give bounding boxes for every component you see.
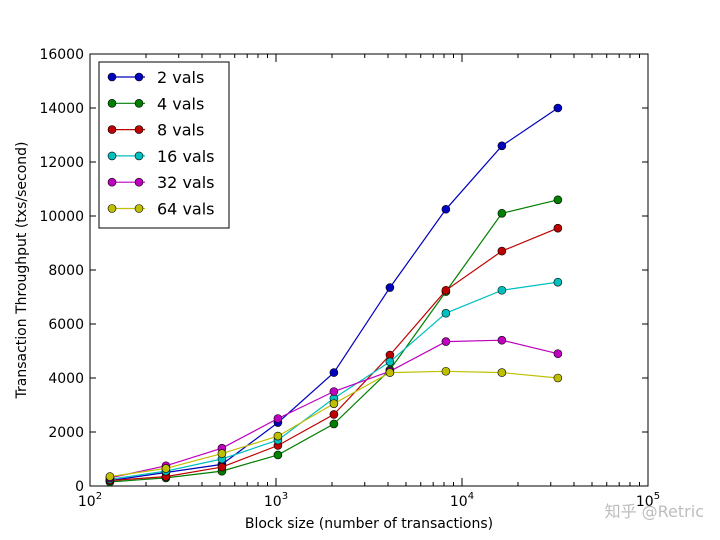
y-tick-label: 6000 <box>48 317 84 333</box>
legend-marker <box>134 151 144 161</box>
legend-label: 32 vals <box>157 173 215 192</box>
legend-marker <box>107 177 117 187</box>
x-tick-base: 10 <box>78 494 96 510</box>
data-point <box>385 357 395 367</box>
x-tick-base: 10 <box>636 494 654 510</box>
data-point <box>553 373 563 383</box>
data-point <box>329 419 339 429</box>
x-tick-exponent: 5 <box>654 491 660 502</box>
legend-label: 4 vals <box>157 94 204 113</box>
legend-item: 64 vals <box>107 200 215 219</box>
x-tick-label: 104 <box>450 491 474 510</box>
x-tick-exponent: 3 <box>282 491 288 502</box>
data-point <box>497 141 507 151</box>
x-tick-exponent: 2 <box>96 491 102 502</box>
data-point <box>441 308 451 318</box>
data-point <box>329 410 339 419</box>
x-tick-base: 10 <box>264 494 282 510</box>
data-point <box>553 349 563 359</box>
watermark-text: 知乎 @Retric <box>605 502 704 521</box>
data-point <box>497 246 507 256</box>
legend-item: 4 vals <box>107 94 204 113</box>
legend: 2 vals 4 vals 8 vals 16 vals 32 vals 64 vals <box>98 61 230 229</box>
data-point <box>385 368 395 377</box>
x-tick-label: 103 <box>264 491 288 510</box>
y-tick-label: 2000 <box>48 425 84 441</box>
y-tick-label: 10000 <box>39 209 84 225</box>
data-point <box>385 283 395 292</box>
data-point <box>553 195 563 205</box>
data-point <box>497 285 507 295</box>
legend-marker <box>134 99 144 108</box>
legend-marker <box>134 125 144 134</box>
y-tick-label: 12000 <box>39 155 84 171</box>
legend-box <box>98 61 230 229</box>
data-point <box>553 277 563 287</box>
legend-item: 16 vals <box>107 147 215 166</box>
legend-marker <box>134 177 144 187</box>
legend-label: 16 vals <box>157 147 215 166</box>
y-tick-label: 14000 <box>39 101 84 117</box>
y-axis-label: Transaction Throughput (txs/second) <box>14 142 30 400</box>
data-point <box>329 368 339 377</box>
data-point <box>217 462 227 472</box>
data-point <box>441 366 451 376</box>
data-point <box>497 368 507 377</box>
data-point <box>553 223 563 233</box>
x-tick-label: 105 <box>636 491 660 510</box>
data-point <box>329 387 339 396</box>
legend-marker <box>107 125 117 134</box>
data-point <box>553 103 563 113</box>
legend-marker <box>134 204 144 213</box>
legend-marker <box>107 204 117 213</box>
axis-ticks: 0200040006000800010000120001400016000102… <box>39 47 660 510</box>
legend-item: 2 vals <box>107 68 204 87</box>
data-point <box>161 464 171 473</box>
legend-marker <box>107 151 117 161</box>
data-point <box>273 414 283 423</box>
x-tick-label: 102 <box>78 491 102 510</box>
legend-item: 32 vals <box>107 173 215 192</box>
legend-label: 8 vals <box>157 121 204 140</box>
y-tick-label: 4000 <box>48 371 84 387</box>
legend-marker <box>107 99 117 108</box>
legend-marker <box>134 72 144 82</box>
y-tick-label: 16000 <box>39 47 84 63</box>
data-point <box>105 472 115 481</box>
legend-label: 64 vals <box>157 200 215 219</box>
y-tick-label: 8000 <box>48 263 84 279</box>
data-point <box>329 399 339 408</box>
y-tick-label: 0 <box>75 479 84 495</box>
data-point <box>441 285 451 295</box>
legend-marker <box>107 72 117 82</box>
data-point <box>217 449 227 458</box>
data-point <box>497 335 507 345</box>
series-lines <box>105 103 563 487</box>
data-point <box>441 337 451 346</box>
x-tick-base: 10 <box>450 494 468 510</box>
series-64-vals <box>105 366 563 481</box>
legend-label: 2 vals <box>157 68 204 87</box>
data-point <box>273 431 283 441</box>
legend-item: 8 vals <box>107 121 204 140</box>
data-point <box>497 209 507 218</box>
data-point <box>273 450 283 460</box>
x-tick-exponent: 4 <box>468 491 474 502</box>
data-point <box>441 204 451 214</box>
series-8-vals <box>105 223 563 485</box>
x-axis-label: Block size (number of transactions) <box>245 516 493 532</box>
